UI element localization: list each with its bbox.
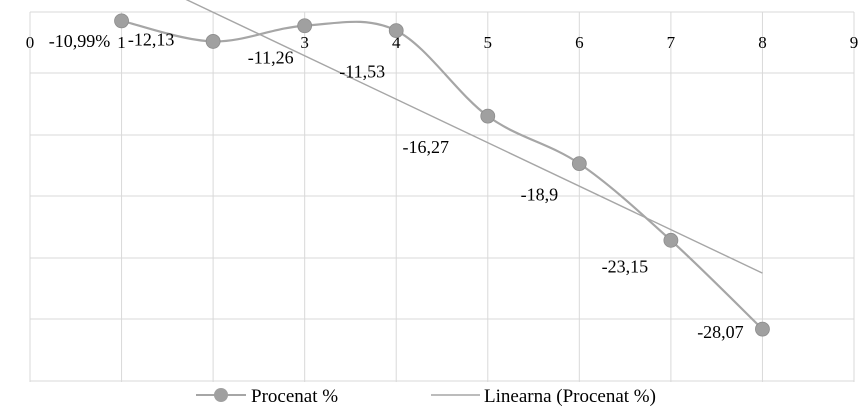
data-point-8	[755, 321, 770, 337]
data-label-5: -16,27	[403, 137, 450, 157]
data-point-2	[205, 34, 221, 49]
data-label-4: -11,53	[339, 62, 385, 82]
data-label-6: -18,9	[521, 185, 559, 205]
data-point-1	[114, 13, 129, 29]
trendline-linear	[185, 0, 763, 274]
data-point-5	[480, 108, 496, 124]
data-label-2: -12,13	[128, 29, 175, 49]
x-tick-5: 5	[484, 33, 493, 52]
x-tick-6: 6	[575, 33, 584, 52]
series-markers	[114, 13, 770, 337]
data-point-7	[663, 232, 679, 248]
data-point-3	[297, 18, 313, 34]
data-point-6	[571, 156, 587, 172]
data-label-7: -23,15	[602, 256, 649, 276]
plot-area: 0123456789 -10,99%-12,13-11,26-11,53-16,…	[26, 0, 859, 382]
x-tick-9: 9	[850, 33, 859, 52]
gridlines	[29, 11, 855, 382]
data-label-8: -28,07	[697, 322, 744, 342]
x-tick-3: 3	[300, 33, 309, 52]
data-label-3: -11,26	[248, 48, 294, 68]
x-tick-4: 4	[392, 33, 401, 52]
legend-label-trendline: Linearna (Procenat %)	[484, 386, 656, 407]
x-tick-8: 8	[758, 33, 767, 52]
legend-label-series: Procenat %	[251, 386, 338, 407]
data-labels: -10,99% -12,13 -11,26 -11,53 -16,27 -18,9 -23,…	[49, 29, 744, 342]
x-tick-1: 1	[117, 33, 126, 52]
x-tick-0: 0	[26, 33, 35, 52]
legend: Procenat % Linearna (Procenat %)	[196, 386, 656, 407]
x-tick-7: 7	[667, 33, 676, 52]
series-line-procenat	[121, 19, 764, 330]
legend-series-marker	[214, 388, 228, 402]
data-label-1: -10,99%	[49, 31, 111, 51]
data-point-4	[388, 23, 404, 38]
